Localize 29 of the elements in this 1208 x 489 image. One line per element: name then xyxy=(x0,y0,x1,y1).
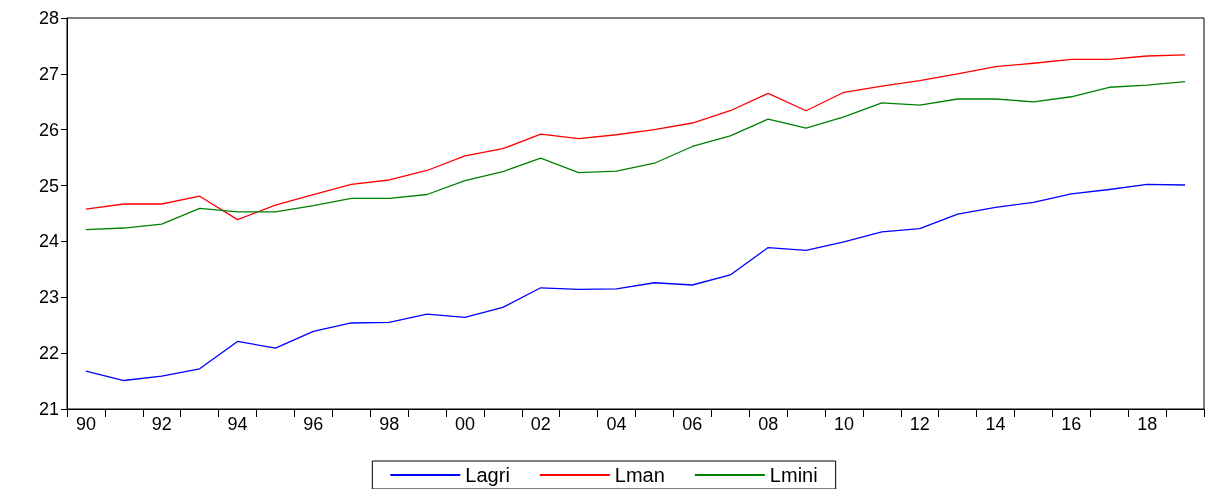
line-series xyxy=(85,54,1186,221)
y-tick-label: 24 xyxy=(38,231,59,252)
x-tick-label: 04 xyxy=(606,414,627,434)
legend-label: Lman xyxy=(614,464,665,486)
x-tick-label: 98 xyxy=(379,414,400,434)
x-tick-label: 08 xyxy=(758,414,779,434)
y-tick-label: 21 xyxy=(38,399,59,419)
x-tick-label: 90 xyxy=(75,414,96,434)
y-tick-label: 26 xyxy=(38,119,59,140)
legend-label: Lmini xyxy=(769,464,818,486)
y-tick-label: 22 xyxy=(38,343,59,364)
y-tick-label: 28 xyxy=(38,8,59,28)
legend-label: Lagri xyxy=(465,464,510,486)
y-tick-label: 27 xyxy=(38,63,59,84)
x-tick-label: 92 xyxy=(151,414,172,434)
y-tick-label: 23 xyxy=(38,287,59,308)
x-tick-label: 02 xyxy=(530,414,551,434)
y-tick-label: 25 xyxy=(38,175,59,196)
line-series xyxy=(85,183,1186,382)
x-tick-label: 06 xyxy=(682,414,703,434)
x-tick-label: 18 xyxy=(1137,414,1158,434)
x-tick-label: 94 xyxy=(227,414,248,434)
x-tick-label: 96 xyxy=(303,414,324,434)
x-tick-label: 10 xyxy=(833,414,854,434)
x-tick-label: 14 xyxy=(985,414,1006,434)
x-tick-label: 16 xyxy=(1061,414,1082,434)
line-series xyxy=(85,81,1186,231)
x-tick-label: 00 xyxy=(454,414,475,434)
x-tick-label: 12 xyxy=(909,414,930,434)
